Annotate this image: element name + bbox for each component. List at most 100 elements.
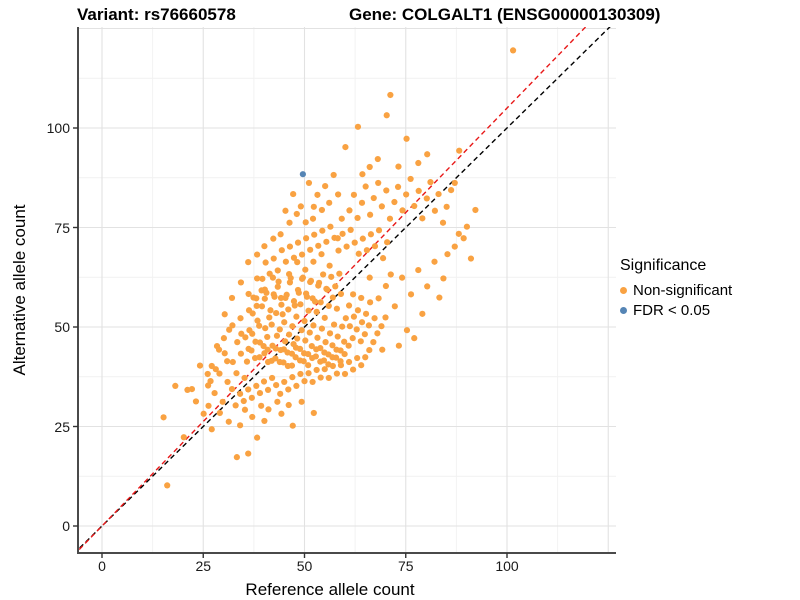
scatter-point: [310, 258, 317, 265]
scatter-point: [297, 370, 304, 378]
scatter-point: [302, 219, 309, 226]
scatter-point: [204, 370, 211, 378]
scatter-point: [286, 331, 293, 338]
scatter-point: [291, 302, 298, 309]
scatter-point: [313, 346, 320, 353]
x-tick-label: 25: [195, 558, 212, 574]
scatter-point: [318, 325, 326, 332]
scatter-point: [334, 235, 341, 242]
scatter-point: [303, 235, 310, 242]
variant-title: Variant: rs76660578: [77, 5, 236, 24]
scatter-point: [241, 406, 249, 413]
scatter-point: [215, 346, 223, 353]
scatter-point: [419, 310, 426, 317]
scatter-point: [224, 378, 231, 386]
scatter-point: [298, 251, 306, 258]
scatter-point: [339, 323, 346, 330]
scatter-point: [285, 386, 292, 393]
x-tick-label: 100: [495, 558, 519, 574]
scatter-point: [415, 159, 422, 167]
scatter-point: [221, 311, 228, 318]
scatter-point: [336, 270, 343, 277]
scatter-point: [307, 246, 314, 253]
scatter-point: [366, 346, 373, 354]
scatter-point: [289, 323, 296, 330]
scatter-point: [275, 278, 282, 285]
scatter-point: [367, 231, 375, 238]
scatter-point: [233, 454, 240, 461]
scatter-point: [415, 187, 422, 194]
scatter-point: [283, 291, 290, 298]
scatter-point: [349, 335, 356, 342]
scatter-point: [264, 386, 272, 393]
scatter-point: [245, 386, 252, 393]
scatter-point: [302, 337, 309, 344]
scatter-point: [407, 175, 414, 183]
scatter-point: [253, 302, 260, 310]
scatter-point: [277, 231, 284, 238]
scatter-point: [261, 295, 268, 302]
scatter-point: [338, 215, 345, 222]
scatter-point: [196, 362, 204, 369]
scatter-point: [301, 317, 308, 325]
scatter-point: [268, 357, 275, 364]
scatter-point: [266, 314, 273, 321]
scatter-point: [243, 358, 251, 365]
scatter-point: [427, 179, 434, 186]
scatter-point: [225, 418, 232, 425]
scatter-point: [305, 370, 312, 377]
scatter-point: [273, 332, 281, 339]
scatter-point: [256, 354, 263, 361]
scatter-point: [261, 243, 268, 250]
scatter-point: [330, 171, 337, 179]
scatter-point: [285, 401, 292, 409]
legend-item-fdr: FDR < 0.05: [620, 302, 732, 319]
scatter-point: [229, 358, 236, 366]
scatter-point: [308, 343, 315, 350]
scatter-point: [220, 335, 228, 342]
scatter-point: [309, 215, 317, 222]
scatter-point: [345, 358, 353, 366]
scatter-point: [302, 266, 309, 273]
scatter-point: [319, 227, 326, 234]
scatter-point: [350, 313, 358, 320]
scatter-point: [395, 163, 402, 170]
legend-item-label: Non-significant: [633, 282, 733, 299]
scatter-point: [261, 286, 268, 293]
scatter-point: [237, 279, 245, 286]
fit-line: [78, 27, 587, 552]
scatter-point: [315, 279, 323, 286]
scatter-point: [280, 346, 287, 353]
scatter-point: [252, 338, 259, 345]
scatter-point: [282, 258, 289, 265]
scatter-point: [374, 155, 381, 163]
scatter-point: [262, 325, 269, 332]
scatter-point: [254, 317, 261, 324]
scatter-point: [345, 342, 352, 349]
scatter-point: [258, 402, 265, 409]
scatter-point: [278, 247, 285, 254]
scatter-point: [367, 211, 374, 218]
scatter-point: [317, 374, 324, 381]
scatter-point: [229, 322, 236, 329]
scatter-point: [180, 434, 187, 441]
scatter-point: [288, 350, 296, 357]
scatter-point: [411, 202, 418, 210]
scatter-point: [371, 243, 379, 250]
scatter-point: [375, 179, 382, 187]
scatter-point: [245, 259, 252, 266]
scatter-point: [264, 333, 271, 341]
scatter-point: [270, 255, 277, 262]
scatter-point: [333, 346, 340, 353]
scatter-point: [327, 223, 334, 230]
scatter-point: [297, 301, 304, 308]
scatter-point: [370, 339, 377, 346]
scatter-point: [326, 330, 334, 337]
scatter-point: [237, 422, 244, 429]
scatter-point: [237, 350, 245, 357]
y-tick-label: 0: [62, 518, 70, 534]
scatter-point: [333, 370, 340, 377]
scatter-point: [261, 417, 268, 425]
scatter-point: [292, 344, 300, 351]
